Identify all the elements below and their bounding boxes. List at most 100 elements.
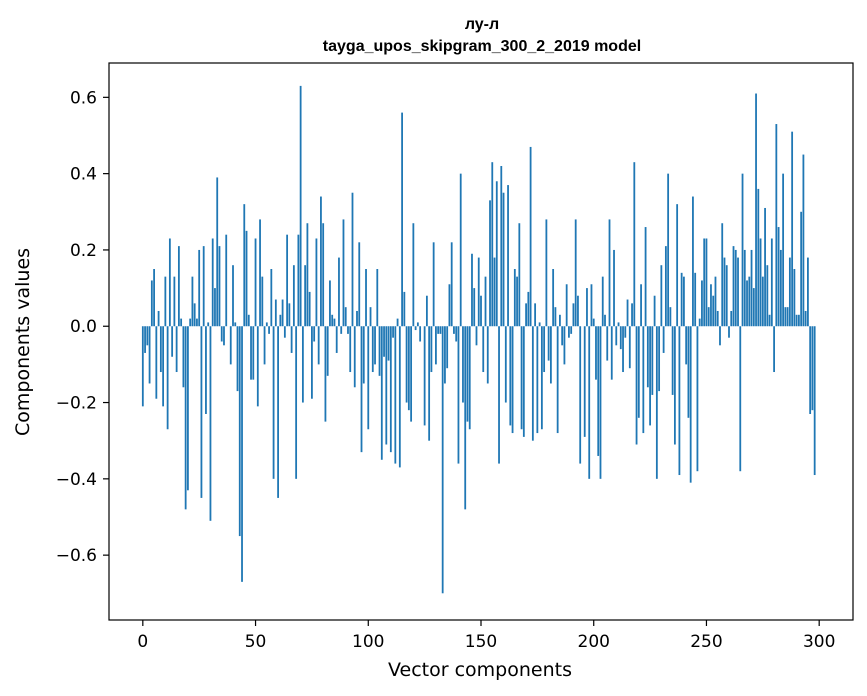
bar [459,173,462,327]
bar [482,326,485,373]
y-tick-label: 0.0 [70,317,97,337]
bar [218,246,221,327]
bar [480,295,482,327]
bar [685,326,688,365]
bar [466,326,469,422]
bar [444,326,446,384]
bar [471,253,473,327]
bar [157,310,160,327]
bar [574,219,577,327]
x-tick-label: 200 [578,632,610,652]
bar [579,326,582,464]
bar [538,322,541,327]
bar [184,326,187,510]
bar [342,219,345,327]
bar [376,269,379,327]
bar [268,326,270,334]
bar [286,234,289,327]
bar [441,326,444,594]
bar [335,326,338,353]
bar [214,288,216,327]
bar [320,196,322,327]
bar [351,192,354,327]
bar [475,326,478,346]
bar [168,238,171,327]
bar [362,326,365,384]
bar [189,318,192,327]
bar [403,291,406,327]
bar [786,307,789,327]
bar [651,326,654,395]
bar [247,314,250,327]
bar [272,326,275,479]
bar [473,288,476,327]
bar [710,284,712,327]
bar [671,326,674,395]
bar [432,242,435,327]
x-tick-label: 250 [690,632,722,652]
bar [175,326,178,373]
bar [795,314,798,327]
bar [462,326,464,403]
bar [746,280,748,327]
bar [628,326,631,369]
y-tick-label: 0.4 [70,165,97,185]
bar [624,326,627,338]
bar [182,326,185,388]
bar [552,269,555,327]
bar [299,85,302,327]
y-axis-ticks: −0.6 −0.4 −0.2 0.0 0.2 0.4 0.6 [56,88,109,566]
bar [220,326,223,342]
bar [536,326,539,434]
bar [633,162,636,327]
bar [311,326,313,399]
bar [721,223,724,327]
bar [290,326,293,353]
bar [631,303,633,327]
bar [692,196,694,327]
bar [453,326,455,334]
bar [788,257,791,327]
bar [563,326,566,365]
bar [597,326,600,456]
bar [601,276,604,327]
bar [347,326,349,334]
y-tick-label: 0.6 [70,88,97,108]
bar [259,219,261,327]
bar [673,326,676,445]
bar [396,318,399,327]
bar [263,326,266,365]
bar [540,326,543,430]
bar [279,314,282,327]
y-tick-label: 0.2 [70,241,97,261]
bar [383,326,385,357]
bar [378,326,381,376]
bar [807,257,809,327]
bar [428,326,431,441]
bar [477,257,480,327]
bar [608,219,611,327]
x-tick-label: 300 [803,632,835,652]
bar [586,288,588,327]
bar [811,326,814,411]
bar [518,223,521,327]
bar [232,265,234,327]
bar [534,303,537,327]
bar [592,318,595,327]
bar [527,291,530,327]
bar [493,257,496,327]
bar [559,314,561,327]
bar [687,326,690,418]
bar [802,154,805,327]
bar [177,246,180,327]
bar [146,326,149,346]
bar [615,326,618,346]
bar [590,284,593,327]
bar [301,326,304,403]
bar [507,185,509,327]
bar [741,173,744,327]
bar [324,326,327,422]
x-tick-label: 150 [465,632,497,652]
bar [489,200,491,327]
chart-title-line-1: лу-л [465,16,499,33]
